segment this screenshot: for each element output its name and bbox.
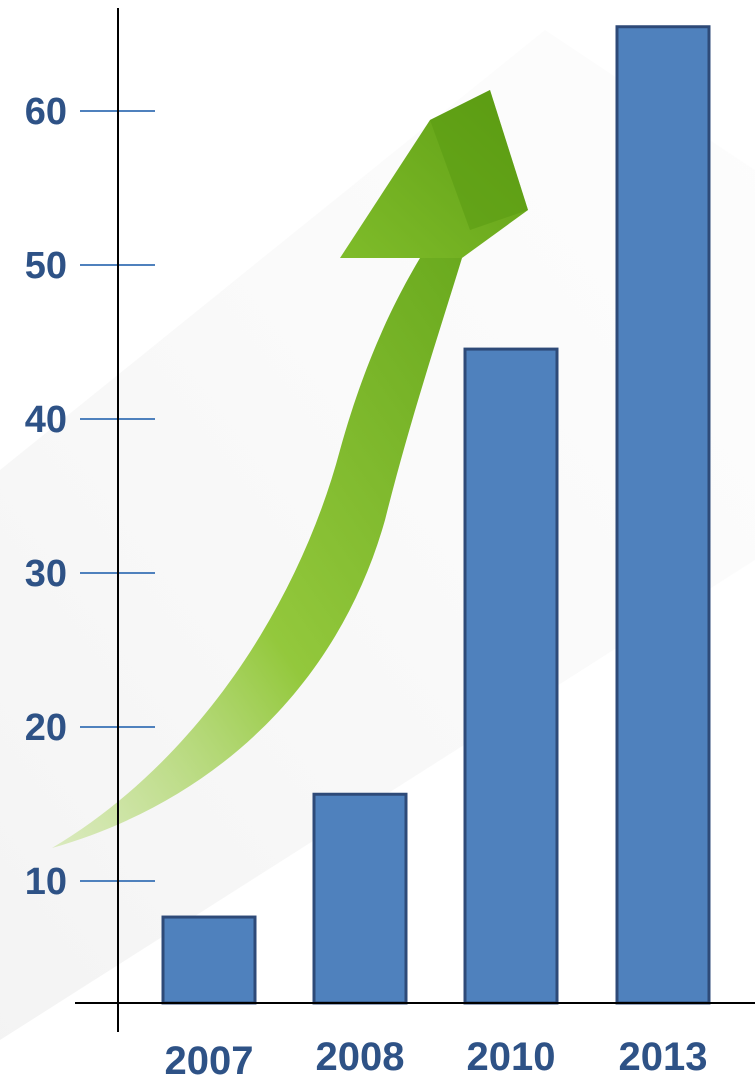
x-tick-label-2008: 2008 [316,1035,405,1077]
x-axis-labels: 2007 2008 2010 2013 [165,1035,708,1077]
y-axis-ticks: 10 20 30 40 50 60 [25,91,155,903]
x-tick-label-2013: 2013 [619,1035,708,1077]
y-tick-label-30: 30 [25,553,67,595]
y-tick-label-10: 10 [25,861,67,903]
y-tick-label-60: 60 [25,91,67,133]
x-tick-label-2007: 2007 [165,1039,254,1077]
bar-2007 [161,915,257,1005]
y-tick-label-40: 40 [25,399,67,441]
y-tick-label-50: 50 [25,245,67,287]
green-arrow-icon [52,90,528,848]
bar-2008 [312,792,408,1005]
bar-2013 [615,25,711,1005]
y-tick-label-20: 20 [25,707,67,749]
x-tick-label-2010: 2010 [467,1035,556,1077]
bar-2010 [463,347,559,1005]
